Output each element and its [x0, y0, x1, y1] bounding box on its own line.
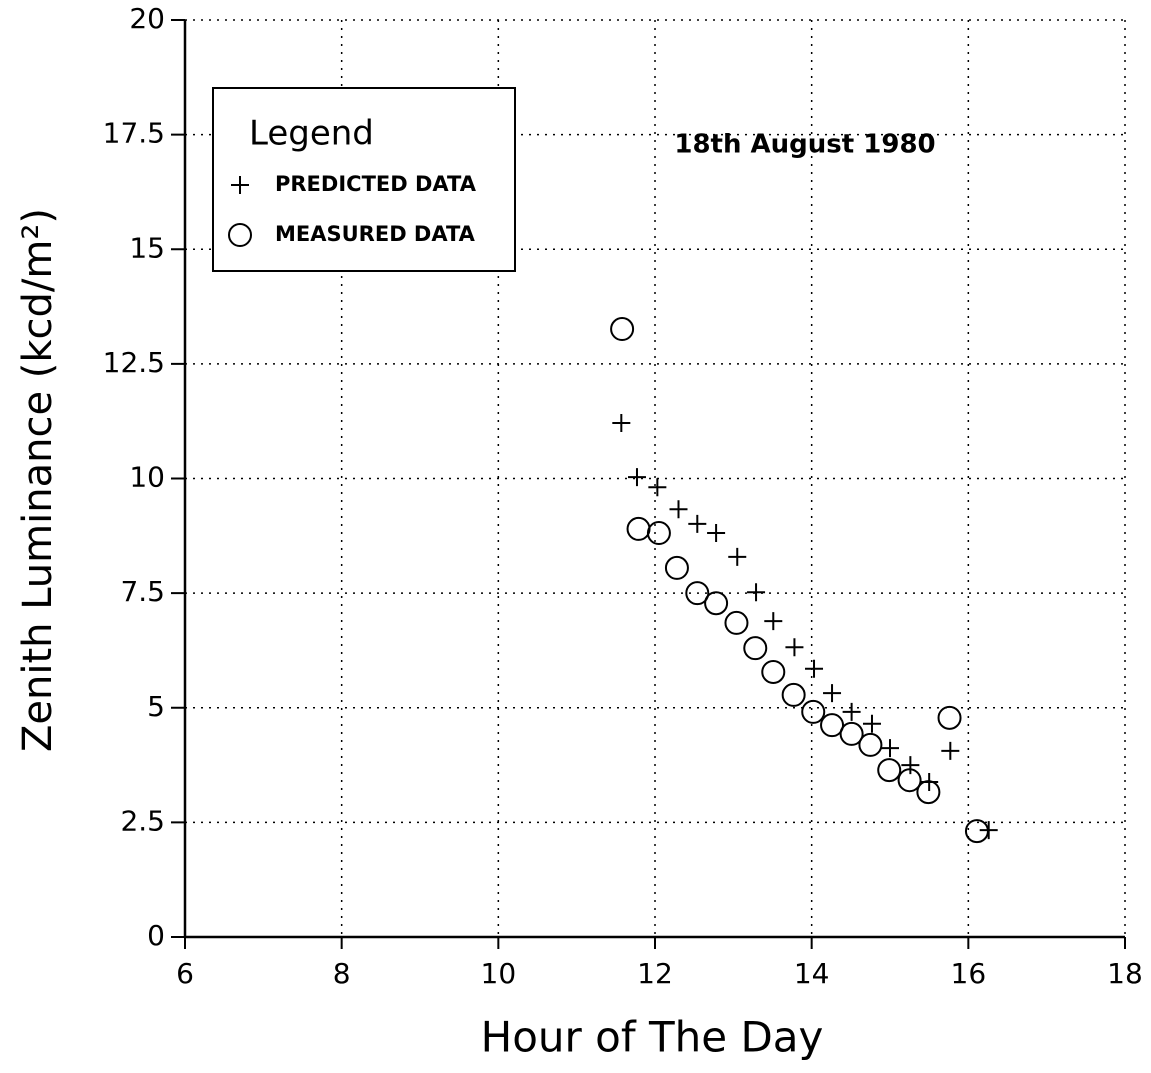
point: [820, 713, 845, 738]
point: [842, 702, 861, 721]
point: [688, 514, 707, 533]
point: [877, 758, 902, 783]
point: [646, 521, 671, 546]
legend-box: [212, 87, 516, 272]
y-tick-label: 12.5: [103, 346, 165, 379]
point: [627, 468, 646, 487]
point: [612, 414, 631, 433]
point: [704, 591, 729, 616]
point: [862, 714, 881, 733]
x-tick-label: 18: [1107, 957, 1143, 990]
y-tick-label: 5: [147, 690, 165, 723]
y-tick-label: 17.5: [103, 117, 165, 150]
point: [707, 524, 726, 543]
point: [785, 638, 804, 657]
point: [669, 500, 688, 519]
x-tick-label: 16: [951, 957, 987, 990]
y-axis-label: Zenith Luminance (kcd/m²): [15, 208, 61, 752]
point: [941, 741, 960, 760]
point: [858, 732, 883, 757]
point: [685, 581, 710, 606]
annotation: 18th August 1980: [674, 130, 935, 160]
x-tick-label: 12: [637, 957, 673, 990]
x-tick-label: 14: [794, 957, 830, 990]
y-tick-label: 0: [147, 919, 165, 952]
y-tick-label: 10: [129, 461, 165, 494]
y-tick-label: 20: [129, 2, 165, 35]
point: [648, 478, 667, 497]
x-axis-label: Hour of The Day: [481, 1013, 824, 1062]
legend-label: MEASURED DATA: [275, 222, 476, 246]
point: [743, 636, 768, 661]
point: [964, 819, 989, 844]
y-tick-label: 15: [129, 231, 165, 264]
point: [823, 684, 842, 703]
point: [626, 516, 651, 541]
point: [937, 705, 962, 730]
point: [747, 583, 766, 602]
point: [664, 555, 689, 580]
point: [610, 317, 635, 342]
point: [724, 610, 749, 635]
x-tick-label: 6: [176, 957, 194, 990]
point: [916, 780, 941, 805]
point: [801, 699, 826, 724]
legend-label: PREDICTED DATA: [275, 172, 477, 196]
x-tick-label: 10: [481, 957, 517, 990]
point: [761, 659, 786, 684]
point: [901, 756, 920, 775]
point: [839, 721, 864, 746]
point: [881, 739, 899, 758]
legend-title: Legend: [249, 114, 374, 154]
point: [764, 612, 783, 631]
x-tick-label: 8: [333, 957, 351, 990]
legend-marker: [228, 223, 252, 247]
point: [805, 659, 824, 678]
y-tick-label: 7.5: [120, 575, 165, 608]
y-tick-label: 2.5: [120, 804, 165, 837]
point: [781, 682, 806, 707]
legend-marker: [231, 176, 249, 194]
point: [728, 547, 747, 566]
point: [897, 768, 922, 793]
